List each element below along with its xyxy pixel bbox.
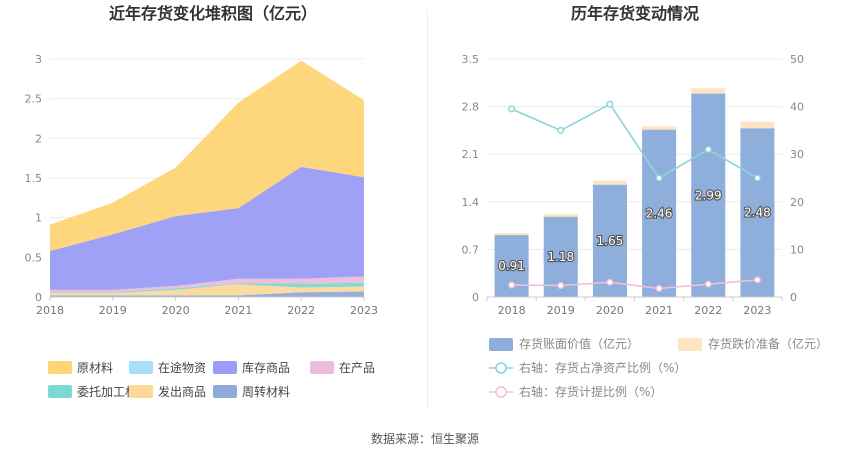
- area-series: [50, 166, 364, 290]
- legend-swatch: [489, 338, 513, 351]
- legend-label: 在产品: [339, 361, 375, 375]
- line-point: [753, 174, 761, 182]
- data-source-label: 数据来源：: [370, 432, 431, 446]
- x-tick-label: 2019: [99, 304, 127, 317]
- legend-label: 在途物资: [158, 360, 206, 375]
- panel-divider: [427, 10, 428, 410]
- legend-label: 原材料: [77, 361, 113, 375]
- bar-data-label: 0.91: [498, 259, 525, 273]
- y-tick-label: 2.1: [462, 148, 480, 161]
- legend-label: 发出商品: [158, 384, 206, 399]
- line-point: [508, 281, 516, 289]
- y2-tick-label: 0: [790, 291, 797, 304]
- area-series: [50, 284, 364, 296]
- bar-data-label: 1.18: [547, 250, 574, 264]
- bar-impairment: [494, 233, 529, 236]
- line-point: [557, 126, 565, 134]
- legend-swatch: [48, 361, 72, 374]
- y-tick-label: 2: [35, 132, 42, 145]
- y-tick-label: 0.5: [25, 251, 43, 264]
- bar-label-bg: [494, 258, 529, 275]
- legend-marker: [495, 386, 507, 398]
- bar-label-bg: [592, 232, 627, 249]
- bar-label-bg: [691, 187, 726, 204]
- y2-tick-label: 30: [790, 148, 804, 161]
- bar-data-label: 2.99: [695, 188, 722, 202]
- line-series: [511, 103, 758, 180]
- area-series: [50, 60, 364, 251]
- line-point: [655, 284, 663, 292]
- x-tick-label: 2021: [645, 304, 673, 317]
- legend-swatch: [129, 361, 153, 374]
- x-tick-label: 2019: [547, 304, 575, 317]
- data-source-value: 恒生聚源: [431, 432, 480, 446]
- line-series: [511, 279, 758, 290]
- legend-label: 右轴：存货计提比例（%）: [519, 384, 662, 399]
- bar-impairment: [740, 121, 775, 129]
- y-tick-label: 0: [35, 291, 42, 304]
- x-tick-label: 2023: [350, 304, 378, 317]
- x-tick-label: 2023: [743, 304, 771, 317]
- line-point: [606, 278, 614, 286]
- bar-impairment: [592, 180, 627, 185]
- legend-swatch: [213, 361, 237, 374]
- y-tick-label: 3: [35, 53, 42, 66]
- bar-label-bg: [642, 205, 677, 222]
- bar-label-bg: [543, 248, 578, 265]
- x-tick-label: 2020: [162, 304, 190, 317]
- x-tick-label: 2020: [596, 304, 624, 317]
- y-tick-label: 3.5: [462, 53, 480, 66]
- area-series: [50, 276, 364, 293]
- legend-swatch: [129, 385, 153, 398]
- x-tick-label: 2018: [36, 304, 64, 317]
- legend-swatch: [678, 338, 702, 351]
- x-tick-label: 2018: [498, 304, 526, 317]
- y-tick-label: 0: [472, 291, 479, 304]
- stacked-area-chart: 近年存货变化堆积图（亿元） 0 0.5 1 1.5 2 2.5 3 2018 2019 2020 20…: [25, 4, 379, 399]
- area-series: [50, 291, 364, 297]
- legend-swatch: [48, 385, 72, 398]
- legend-swatch: [213, 385, 237, 398]
- bar-data-label: 2.46: [646, 206, 673, 220]
- x-tick-label: 2021: [224, 304, 252, 317]
- bar-label-bg: [740, 204, 775, 221]
- x-tick-label: 2022: [287, 304, 315, 317]
- legend-label: 右轴：存货占净资产比例（%）: [519, 360, 686, 375]
- legend-label: 库存商品: [242, 360, 290, 375]
- bar-impairment: [543, 214, 578, 217]
- line-point: [655, 174, 663, 182]
- legend-label: 周转材料: [242, 384, 290, 399]
- y-tick-label: 1.4: [462, 196, 480, 209]
- line-point: [704, 280, 712, 288]
- legend-label: 存货跌价准备（亿元）: [708, 336, 828, 351]
- line-point: [508, 105, 516, 113]
- chart-title: 近年存货变化堆积图（亿元）: [109, 4, 317, 23]
- y2-tick-label: 10: [790, 243, 804, 256]
- line-point: [753, 276, 761, 284]
- bar-data-label: 1.65: [597, 234, 624, 248]
- y2-tick-label: 50: [790, 53, 804, 66]
- chart-title: 历年存货变动情况: [571, 4, 699, 23]
- bar-impairment: [691, 88, 726, 94]
- y-tick-label: 1.5: [25, 172, 43, 185]
- y2-tick-label: 20: [790, 196, 804, 209]
- bar-data-label: 2.48: [744, 206, 771, 220]
- line-point: [557, 282, 565, 290]
- x-tick-label: 2022: [694, 304, 722, 317]
- y-tick-label: 2.5: [25, 93, 43, 106]
- data-source: 数据来源：恒生聚源: [0, 430, 850, 447]
- legend-label: 存货账面价值（亿元）: [519, 336, 639, 351]
- bar-impairment: [642, 126, 677, 130]
- legend-marker: [495, 362, 507, 374]
- y2-tick-label: 40: [790, 101, 804, 114]
- area-series: [50, 282, 364, 294]
- inventory-bar-line-chart: 历年存货变动情况 0 0.7 1.4 2.1 2.8 3.5 0 10 20 30 40 50 0.91 1…: [462, 4, 829, 399]
- line-point: [704, 145, 712, 153]
- line-point: [606, 100, 614, 108]
- y-tick-label: 2.8: [462, 101, 480, 114]
- legend-swatch: [310, 361, 334, 374]
- y-tick-label: 0.7: [462, 243, 480, 256]
- y-tick-label: 1: [35, 212, 42, 225]
